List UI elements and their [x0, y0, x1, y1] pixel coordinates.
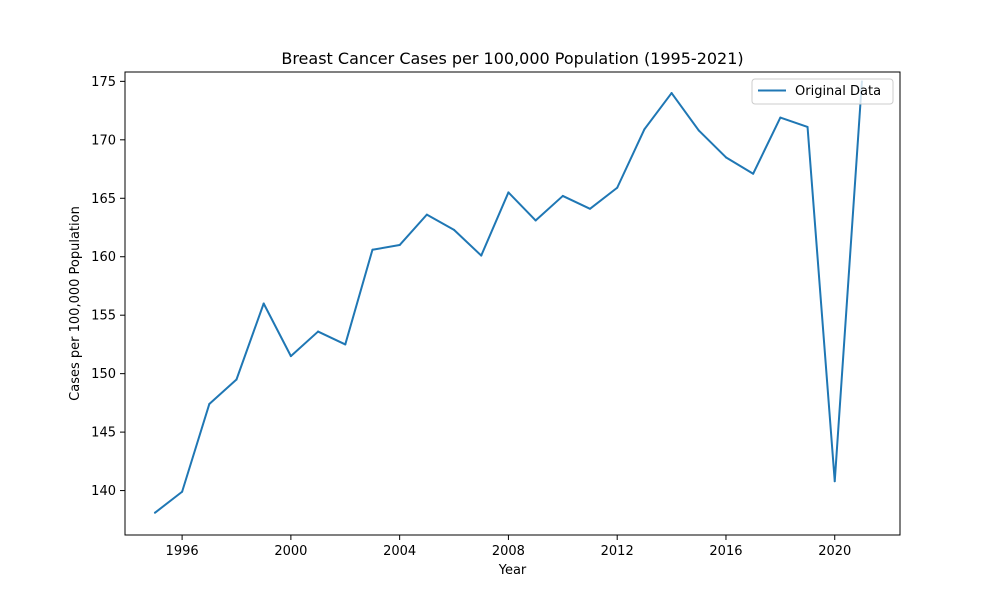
- y-tick-label: 160: [91, 250, 116, 265]
- x-tick-label: 1996: [166, 544, 199, 559]
- data-point: [616, 186, 619, 189]
- series-layer: [153, 80, 863, 514]
- data-point: [779, 116, 782, 119]
- x-tick-label: 2008: [492, 544, 525, 559]
- data-point: [561, 194, 564, 197]
- x-tick-label: 2012: [601, 544, 634, 559]
- data-point: [208, 403, 211, 406]
- legend-label: Original Data: [795, 84, 881, 99]
- plot-area-frame: [124, 71, 901, 536]
- data-point: [235, 378, 238, 381]
- y-axis: 140 145 150 155 160 165 170 175: [91, 75, 125, 499]
- data-point: [697, 129, 700, 132]
- data-point: [181, 490, 184, 493]
- x-tick-label: 2000: [274, 544, 307, 559]
- data-point: [752, 172, 755, 175]
- data-point: [262, 302, 265, 305]
- x-tick-label: 2020: [818, 544, 851, 559]
- data-point: [589, 207, 591, 210]
- y-tick-label: 145: [91, 426, 116, 441]
- y-tick-label: 155: [91, 309, 116, 324]
- y-tick-label: 140: [91, 484, 116, 499]
- legend-box: [751, 78, 894, 105]
- chart-title: Breast Cancer Cases per 100,000 Populati…: [281, 49, 743, 68]
- data-point: [317, 330, 320, 333]
- legend: Original Data: [751, 78, 894, 105]
- y-tick-label: 175: [91, 75, 116, 90]
- data-point: [670, 92, 673, 95]
- x-axis: 1996 2000 2004 2008 2012 2016 2020: [166, 535, 851, 559]
- data-point: [453, 228, 456, 231]
- y-tick-label: 165: [91, 192, 116, 207]
- data-point: [806, 125, 809, 128]
- y-axis-label: Cases per 100,000 Population: [68, 206, 83, 401]
- data-point: [724, 156, 727, 159]
- data-point: [371, 248, 374, 251]
- x-tick-label: 2004: [383, 544, 416, 559]
- data-point: [534, 219, 537, 222]
- data-point: [398, 244, 401, 247]
- data-point: [425, 213, 428, 216]
- x-axis-label: Year: [498, 563, 527, 578]
- data-point: [153, 511, 156, 514]
- data-point: [507, 191, 510, 194]
- data-point: [480, 254, 483, 257]
- y-tick-label: 170: [91, 133, 116, 148]
- series-line: [154, 81, 863, 514]
- y-tick-label: 150: [91, 367, 116, 382]
- data-point: [643, 128, 646, 131]
- data-point: [344, 343, 347, 346]
- data-point: [289, 355, 292, 358]
- x-tick-label: 2016: [709, 544, 742, 559]
- data-point: [833, 480, 836, 483]
